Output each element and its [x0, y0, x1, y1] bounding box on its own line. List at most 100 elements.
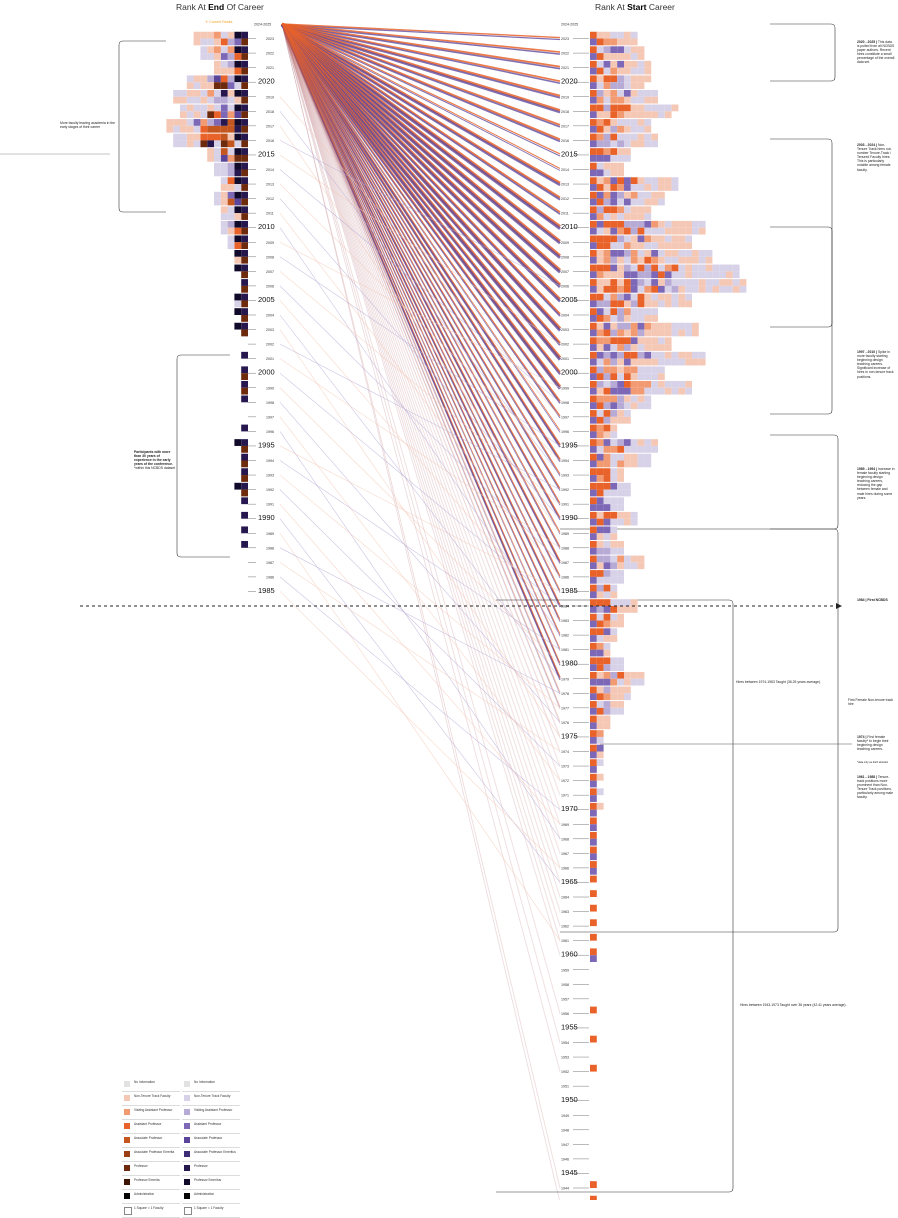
start-bar-square: [603, 89, 611, 97]
start-bar-square: [596, 154, 604, 162]
start-bar-square: [624, 89, 631, 97]
start-bar-square: [610, 184, 618, 191]
end-bar-square: [200, 53, 208, 60]
start-bar-square: [617, 119, 624, 126]
start-bar-square: [617, 46, 624, 54]
end-bar-square: [186, 82, 194, 89]
start-bar-square: [630, 402, 638, 410]
start-bar-square: [705, 250, 713, 257]
start-bar-square: [671, 293, 679, 301]
start-bar-square: [596, 227, 604, 235]
start-bar-square: [610, 482, 618, 490]
start-bar-square: [678, 235, 686, 243]
start-bar-square: [637, 366, 645, 374]
start-bar-square: [617, 264, 624, 272]
flow-line-male: [281, 24, 561, 535]
start-bar-square: [624, 279, 631, 286]
start-axis-year-label: 1968: [561, 837, 569, 841]
start-bar-square: [685, 279, 692, 286]
start-axis-year-label: 1956: [561, 1012, 569, 1016]
start-bar-square: [698, 256, 706, 264]
start-bar-square: [644, 213, 652, 220]
start-bar-square: [590, 315, 597, 322]
end-bar-square: [207, 140, 214, 148]
start-bar-square: [603, 511, 611, 519]
male-legend-item: Non-Tenure Track Faculty: [182, 1092, 240, 1106]
flow-line-male: [281, 24, 561, 462]
start-bar-square: [596, 526, 604, 534]
end-bar-square: [214, 96, 221, 104]
start-bar-square: [610, 445, 618, 453]
start-bar-square: [596, 606, 604, 613]
start-bar-square: [637, 133, 645, 141]
start-bar-square: [603, 584, 611, 592]
start-bar-square: [590, 904, 597, 912]
start-bar-square: [651, 337, 658, 345]
start-bar-square: [610, 256, 618, 264]
start-bar-square: [644, 351, 652, 359]
start-bar-square: [624, 75, 631, 83]
start-bar-square: [630, 67, 638, 75]
start-bar-square: [617, 300, 624, 308]
start-bar-square: [610, 395, 618, 403]
start-bar-square: [596, 730, 604, 737]
flow-line-female: [281, 23, 561, 867]
start-bar-square: [705, 279, 713, 286]
start-bar-square: [698, 264, 706, 272]
start-bar-square: [624, 337, 631, 345]
start-bar-square: [590, 235, 597, 243]
start-bar-square: [624, 489, 631, 497]
flow-line-female: [281, 23, 561, 39]
flow-line-female: [281, 23, 561, 126]
start-bar-square: [590, 766, 597, 773]
end-bar-square: [241, 75, 248, 83]
start-bar-square: [637, 445, 645, 453]
start-bar-square: [624, 96, 631, 104]
start-bar-square: [651, 439, 658, 446]
start-bar-square: [596, 358, 604, 366]
start-bar-square: [617, 329, 624, 337]
end-bar-square: [220, 148, 228, 155]
start-bar-square: [617, 468, 624, 476]
start-bar-square: [610, 279, 618, 286]
bracket-1943-1973: [496, 599, 734, 1193]
start-bar-square: [603, 693, 611, 701]
end-bar-square: [241, 264, 248, 272]
flow-line-faint: [279, 547, 561, 694]
start-bar-square: [685, 285, 692, 293]
start-axis-year-label: 1992: [561, 488, 569, 492]
end-bar-square: [193, 82, 201, 89]
start-bar-square: [610, 657, 618, 665]
start-bar-square: [624, 250, 631, 257]
start-bar-square: [617, 373, 624, 380]
flow-line-female: [281, 23, 561, 97]
start-bar-square: [630, 460, 638, 468]
end-bar-square: [241, 119, 248, 126]
end-axis-year-label: 1989: [266, 532, 274, 536]
start-bar-square: [603, 140, 611, 148]
start-bar-square: [596, 271, 604, 279]
flow-line-faint: [279, 503, 561, 825]
end-bar-square: [193, 140, 201, 148]
start-bar-square: [596, 475, 604, 482]
legend-female: No Information Non-Tenure Track Faculty Vi…: [122, 1078, 180, 1218]
start-bar-square: [610, 693, 618, 701]
start-bar-square: [590, 104, 597, 112]
annotation-30-years: Participants with more than 30 years of …: [134, 450, 176, 471]
start-bar-square: [610, 119, 618, 126]
start-axis-year-label: 2002: [561, 343, 569, 347]
start-bar-square: [596, 511, 604, 519]
start-bar-square: [617, 89, 624, 97]
start-bar-square: [624, 453, 631, 461]
start-bar-square: [590, 730, 597, 737]
start-axis-year-label: 2018: [561, 110, 569, 114]
end-bar-square: [234, 148, 242, 155]
start-bar-square: [651, 264, 658, 272]
end-bar-square: [214, 154, 221, 162]
end-bar-square: [227, 177, 235, 185]
flow-line-male: [281, 24, 561, 869]
start-bar-square: [596, 285, 604, 293]
female-legend-item: Professor Emerita: [122, 1176, 180, 1190]
start-bar-square: [590, 337, 597, 345]
start-bar-square: [590, 701, 597, 708]
